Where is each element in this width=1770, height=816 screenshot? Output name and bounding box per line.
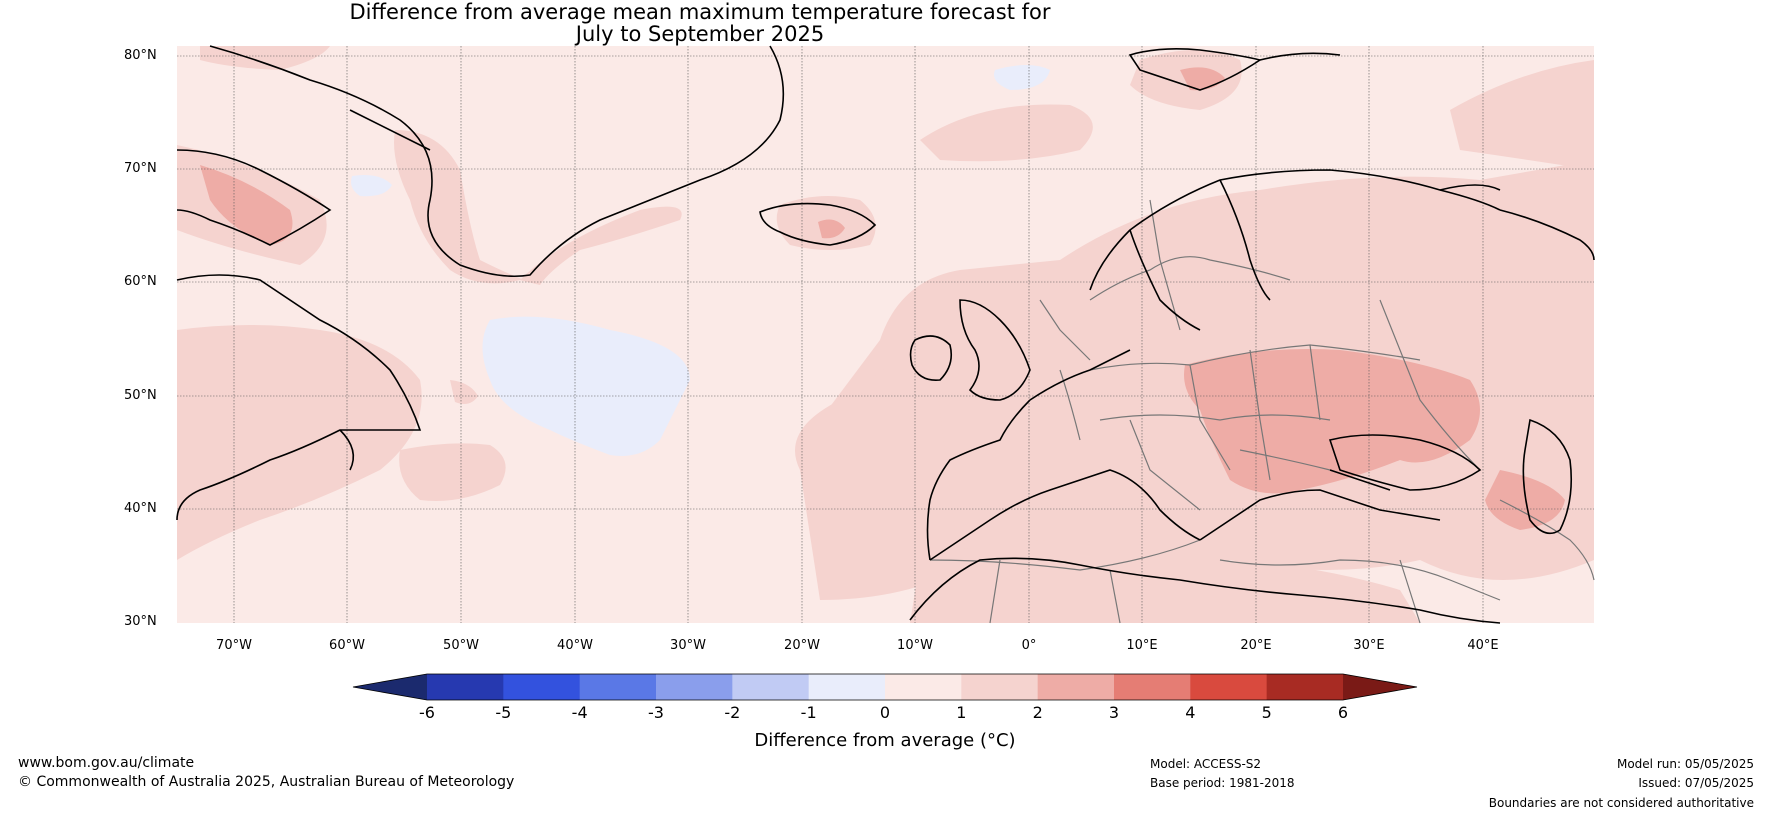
coastline-baffin — [176, 149, 332, 246]
lon-label-40e: 40°E — [1467, 638, 1499, 653]
lat-label-80n: 80°N — [124, 48, 157, 63]
coastlines — [176, 45, 1595, 624]
anomaly-region-atlantic-cool — [482, 316, 690, 456]
anomaly-region-arctic-cool — [994, 65, 1050, 90]
lon-label-20e: 20°E — [1240, 638, 1272, 653]
footer-disclaimer: Boundaries are not considered authoritat… — [1488, 796, 1754, 810]
coastline-greenland — [209, 45, 785, 278]
anomaly-region-far-north — [1450, 60, 1594, 170]
anomaly-region-eastern-europe — [1184, 349, 1480, 494]
map-title-line1: Difference from average mean maximum tem… — [349, 0, 1051, 24]
colorbar-bin — [427, 674, 504, 700]
lon-label-60w: 60°W — [329, 638, 365, 653]
coastline-labrador — [176, 274, 422, 521]
footer-base-period: Base period: 1981-2018 — [1150, 776, 1295, 790]
colorbar-title: Difference from average (°C) — [754, 730, 1016, 751]
anomaly-region-caspian — [1485, 470, 1565, 530]
lon-label-30w: 30°W — [670, 638, 706, 653]
anomaly-region-iceland-core — [818, 219, 845, 239]
coastline-north-africa — [909, 557, 1501, 624]
anomaly-region-greenland-south — [520, 206, 682, 285]
lon-label-20w: 20°W — [784, 638, 820, 653]
footer-model: Model: ACCESS-S2 — [1150, 757, 1262, 771]
colorbar-bin — [732, 674, 810, 700]
colorbar-bin — [1114, 674, 1191, 700]
colorbar-bin — [885, 674, 962, 700]
anomaly-region-mid-atlantic — [399, 443, 506, 501]
colorbar-tick-label: 4 — [1185, 703, 1196, 722]
colorbar-tick-label: 2 — [1032, 703, 1043, 722]
lat-label-40n: 40°N — [124, 501, 157, 516]
colorbar-bin — [961, 674, 1039, 700]
coastline-black-sea — [1328, 434, 1482, 491]
coastline-western-europe — [926, 399, 1031, 561]
colorbar-extension-below — [353, 674, 427, 700]
map-gridlines — [177, 46, 1594, 623]
colorbar-bin — [579, 674, 657, 700]
coastline-svalbard — [1128, 47, 1262, 91]
colorbar — [352, 673, 1418, 701]
lon-label-0: 0° — [1021, 638, 1037, 653]
coastline-ireland — [909, 335, 953, 382]
colorbar-extension-above — [1343, 674, 1417, 700]
map-title-line2: July to September 2025 — [575, 22, 825, 46]
anomaly-region-labrador — [177, 325, 422, 560]
colorbar-bin — [1266, 674, 1344, 700]
colorbar-tick-label: 3 — [1108, 703, 1120, 722]
lat-label-70n: 70°N — [124, 161, 157, 176]
colorbar-tick-label: -4 — [571, 703, 588, 722]
colorbar-tick-label: -5 — [495, 703, 512, 722]
anomaly-region-baffin — [200, 165, 293, 245]
lon-label-40w: 40°W — [557, 638, 593, 653]
coastline-iceland — [759, 202, 877, 246]
colorbar-tick-label: 5 — [1261, 703, 1272, 722]
coastline-mediterranean — [929, 469, 1201, 561]
lat-label-50n: 50°N — [124, 388, 157, 403]
colorbar-bin — [1190, 674, 1268, 700]
footer-model-run: Model run: 05/05/2025 — [1616, 757, 1754, 771]
colorbar-tick-label: 6 — [1337, 703, 1349, 722]
colorbar-tick-label: 0 — [879, 703, 891, 722]
colorbar-tick-label: 1 — [956, 703, 967, 722]
lon-label-10w: 10°W — [897, 638, 933, 653]
lon-label-70w: 70°W — [216, 638, 252, 653]
coastline-caspian — [1522, 418, 1573, 535]
colorbar-tick-label: -6 — [419, 703, 435, 722]
anomaly-region-north-africa — [910, 540, 1420, 623]
lon-label-30e: 30°E — [1353, 638, 1385, 653]
colorbar-tick-label: -3 — [648, 703, 664, 722]
country-borders — [929, 199, 1595, 624]
colorbar-tick-label: -2 — [724, 703, 741, 722]
colorbar-bin — [808, 674, 886, 700]
anomaly-region-atlantic-east — [795, 330, 960, 600]
anomaly-region-baffin-cool — [351, 175, 392, 197]
colorbar-bin — [1037, 674, 1115, 700]
lon-label-50w: 50°W — [443, 638, 479, 653]
colorbar-bin — [656, 674, 733, 700]
lat-label-60n: 60°N — [124, 274, 157, 289]
footer-website: www.bom.gov.au/climate — [18, 755, 195, 771]
lat-label-30n: 30°N — [124, 614, 157, 629]
coastline-great-britain — [959, 299, 1031, 401]
colorbar-tick-label: -1 — [800, 703, 817, 722]
lon-label-10e: 10°E — [1126, 638, 1158, 653]
anomaly-region-norwegian-sea — [920, 104, 1093, 162]
anomaly-region-atlantic-small — [450, 380, 478, 404]
colorbar-bin — [503, 674, 581, 700]
colorbar-outline — [352, 673, 1418, 701]
footer-issued: Issued: 07/05/2025 — [1638, 776, 1754, 790]
footer-copyright: © Commonwealth of Australia 2025, Austra… — [18, 774, 515, 790]
